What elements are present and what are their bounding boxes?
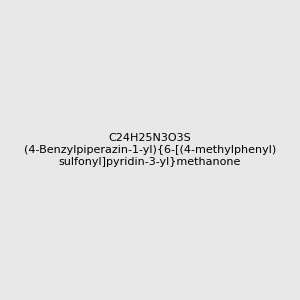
- Text: C24H25N3O3S
(4-Benzylpiperazin-1-yl){6-[(4-methylphenyl)
sulfonyl]pyridin-3-yl}m: C24H25N3O3S (4-Benzylpiperazin-1-yl){6-[…: [24, 134, 276, 166]
